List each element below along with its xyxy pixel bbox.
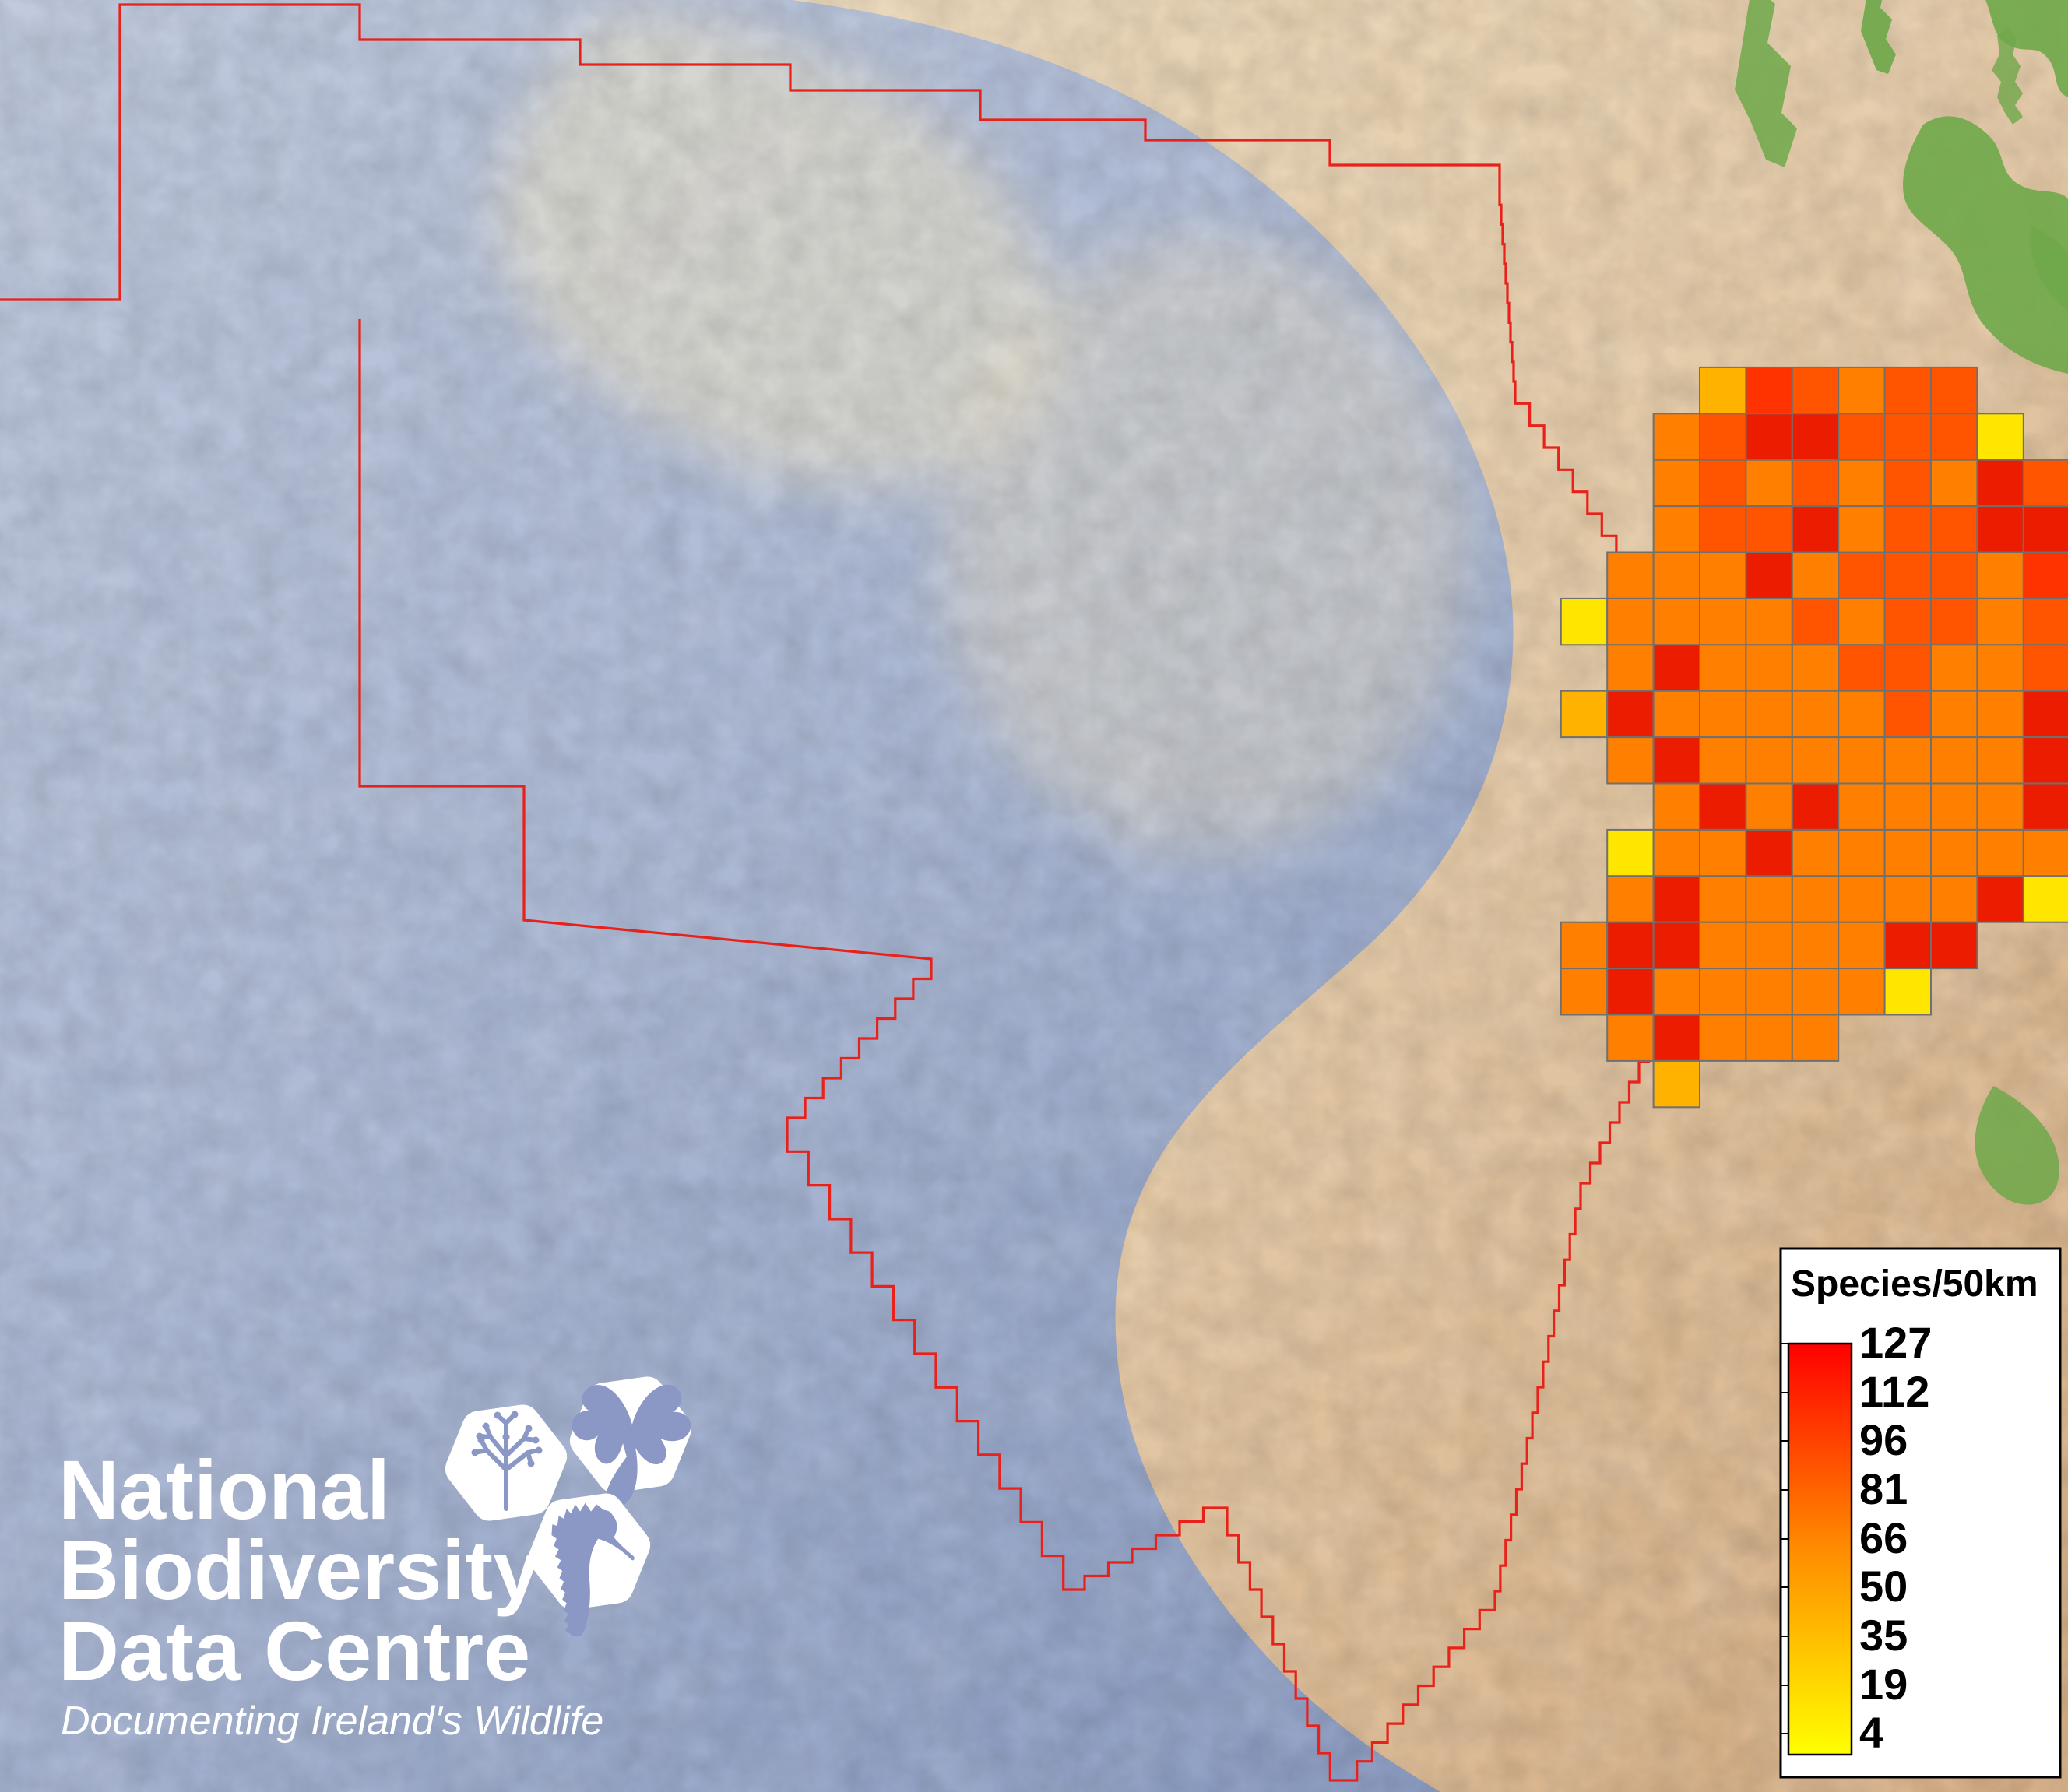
svg-text:Data Centre: Data Centre	[58, 1604, 530, 1698]
svg-text:50: 50	[1859, 1562, 1908, 1611]
svg-text:Species/50km: Species/50km	[1791, 1263, 2038, 1305]
svg-text:112: 112	[1859, 1367, 1929, 1416]
svg-text:Biodiversity: Biodiversity	[58, 1523, 540, 1617]
svg-text:Documenting Ireland's Wildlife: Documenting Ireland's Wildlife	[61, 1699, 603, 1744]
svg-text:66: 66	[1859, 1513, 1908, 1562]
svg-text:35: 35	[1859, 1611, 1908, 1660]
svg-text:127: 127	[1859, 1318, 1932, 1367]
svg-text:81: 81	[1859, 1464, 1908, 1513]
svg-text:96: 96	[1859, 1415, 1908, 1464]
svg-text:19: 19	[1859, 1660, 1908, 1709]
svg-text:4: 4	[1859, 1708, 1883, 1757]
